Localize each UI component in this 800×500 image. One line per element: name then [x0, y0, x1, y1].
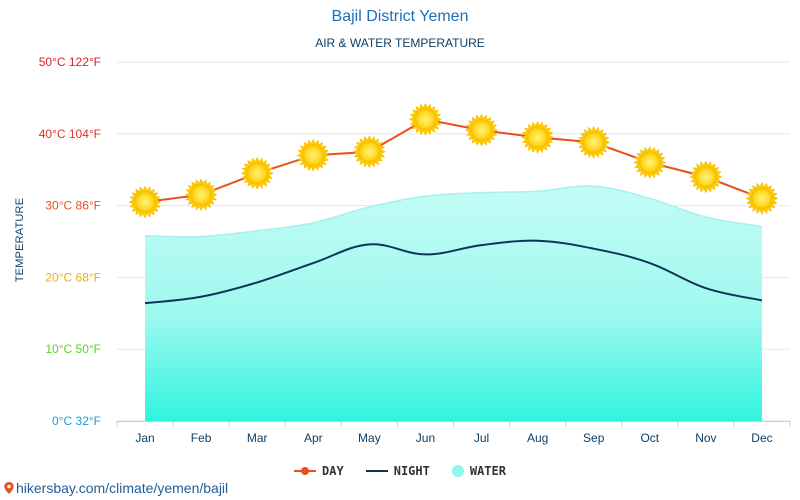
y-tick-label: 20°C 68°F: [45, 270, 101, 284]
sun-disc: [750, 187, 773, 210]
legend-night-label: NIGHT: [393, 464, 430, 478]
sun-disc: [470, 119, 493, 142]
x-tick-label: May: [358, 431, 381, 445]
sun-disc: [414, 108, 437, 131]
sun-disc: [246, 162, 269, 185]
night-series-line: [144, 239, 763, 305]
day-series-line: [144, 118, 763, 204]
night-swatch-icon: [365, 470, 388, 472]
y-tick-label: 50°C 122°F: [39, 55, 101, 69]
x-tick-label: Nov: [695, 431, 716, 445]
sun-icon: [633, 145, 667, 180]
sun-disc: [302, 144, 325, 167]
sun-icon: [464, 113, 499, 147]
legend: DAY NIGHT WATER: [0, 464, 800, 478]
legend-water-label: WATER: [469, 464, 506, 478]
x-tick-label: Jun: [416, 431, 435, 445]
sun-disc: [694, 165, 717, 188]
sun-disc: [638, 151, 661, 174]
night-line: [144, 239, 763, 305]
map-pin-icon: [4, 482, 14, 494]
x-tick-label: Mar: [247, 431, 268, 445]
sun-icon: [240, 156, 274, 190]
x-tick-label: Jul: [474, 431, 489, 445]
legend-water[interactable]: WATER: [451, 464, 506, 478]
x-tick-label: Apr: [304, 431, 323, 445]
y-tick-label: 40°C 104°F: [39, 127, 101, 141]
sun-icon: [408, 102, 443, 137]
y-tick-label: 30°C 86°F: [45, 199, 101, 213]
y-tick-label: 0°C 32°F: [52, 414, 101, 428]
x-tick-label: Feb: [191, 431, 212, 445]
x-tick-label: Jan: [135, 431, 154, 445]
water-area-edge: [145, 185, 763, 238]
y-tick-label: 10°C 50°F: [45, 342, 101, 356]
legend-day-label: DAY: [322, 464, 344, 478]
sun-icon: [128, 185, 162, 219]
legend-night[interactable]: NIGHT: [365, 464, 430, 478]
sun-disc: [358, 140, 381, 163]
sun-disc: [582, 131, 605, 154]
water-area-fill: [145, 186, 762, 421]
chart-subtitle: AIR & WATER TEMPERATURE: [315, 36, 485, 50]
sun-disc: [526, 126, 549, 149]
sun-icon: [296, 138, 330, 172]
legend-day[interactable]: DAY: [294, 464, 344, 478]
water-area: [145, 185, 763, 421]
day-swatch-icon: [294, 466, 317, 476]
axes: 0°C 32°F 10°C 50°F 20°C 68°F 30°C 86°F 40°C …: [39, 55, 791, 445]
x-tick-label: Oct: [640, 431, 659, 445]
water-swatch-icon: [451, 465, 464, 477]
chart-title: Bajil District Yemen: [331, 8, 469, 25]
sun-disc: [190, 183, 213, 206]
sun-icon: [577, 125, 611, 160]
sun-icon: [689, 160, 723, 194]
day-line: [128, 102, 779, 219]
sun-disc: [134, 191, 157, 214]
x-tick-label: Aug: [527, 431, 548, 445]
sun-icon: [352, 135, 386, 169]
sun-icon: [745, 181, 779, 216]
sun-icon: [521, 120, 555, 154]
x-tick-label: Sep: [583, 431, 605, 445]
sun-icon: [184, 178, 218, 212]
x-tick-label: Dec: [751, 431, 772, 445]
source-credit[interactable]: hikersbay.com/climate/yemen/bajil: [4, 480, 228, 496]
source-credit-text: hikersbay.com/climate/yemen/bajil: [16, 480, 229, 496]
